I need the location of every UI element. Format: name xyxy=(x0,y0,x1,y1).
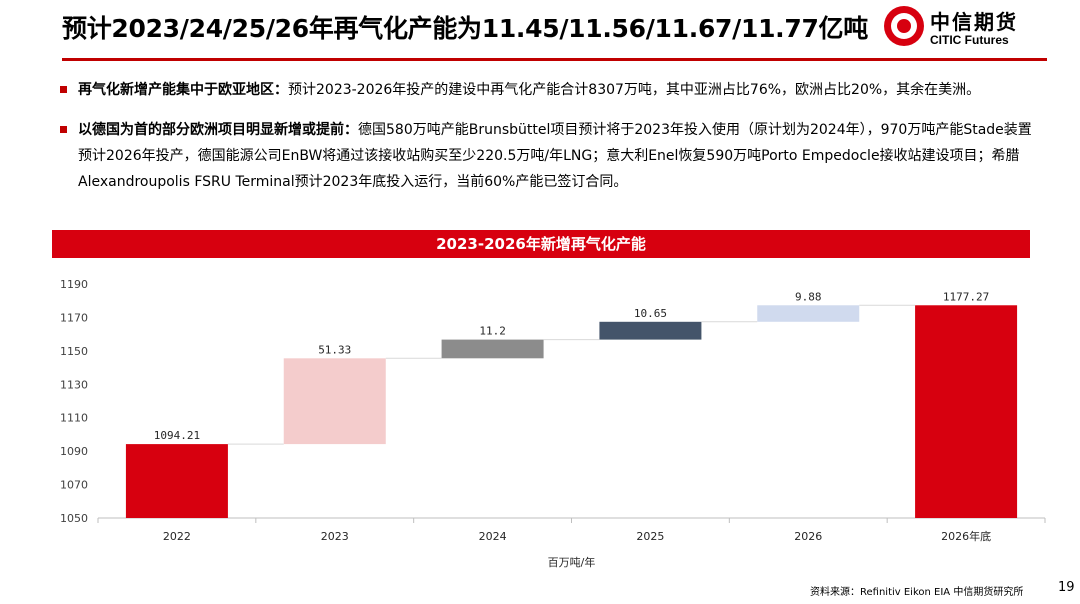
x-tick-label: 2023 xyxy=(321,530,349,543)
bar-value-label: 11.2 xyxy=(479,325,506,338)
bar-value-label: 1177.27 xyxy=(943,290,989,303)
page-number: 19 xyxy=(1058,580,1075,595)
bullet-text: 德国580万吨产能Brunsbüttel项目预计将于2023年投入使用（原计划为… xyxy=(78,122,1032,190)
y-tick-label: 1050 xyxy=(60,512,88,525)
waterfall-chart: 1050 1070 1090 1110 1130 1150 1170 1190 1094.21 2… xyxy=(60,278,1046,569)
bar-value-label: 9.88 xyxy=(795,290,822,303)
y-tick-label: 1170 xyxy=(60,311,88,324)
company-logo: 中信期货 CITIC Futures xyxy=(884,6,1074,50)
bullet-item-2: 以德国为首的部分欧洲项目明显新增或提前：德国580万吨产能Brunsbüttel… xyxy=(60,117,1045,195)
bullet-list: 再气化新增产能集中于欧亚地区：预计2023-2026年投产的建设中再气化产能合计… xyxy=(60,77,1045,209)
waterfall-bar xyxy=(757,305,860,322)
waterfall-bar xyxy=(283,358,386,445)
bullet-text: 预计2023-2026年投产的建设中再气化产能合计8307万吨，其中亚洲占比76… xyxy=(288,82,981,98)
y-tick-label: 1130 xyxy=(60,378,88,391)
y-tick-label: 1110 xyxy=(60,412,88,425)
x-tick-label: 2025 xyxy=(636,530,664,543)
bar-value-label: 51.33 xyxy=(318,343,351,356)
bar-value-label: 10.65 xyxy=(634,307,667,320)
x-axis-label: 百万吨/年 xyxy=(548,555,596,569)
waterfall-bar xyxy=(125,444,228,518)
page-title: 预计2023/24/25/26年再气化产能为11.45/11.56/11.67/… xyxy=(62,14,868,43)
waterfall-bar xyxy=(599,321,702,340)
logo-text-cn: 中信期货 xyxy=(930,10,1018,34)
bullet-item-1: 再气化新增产能集中于欧亚地区：预计2023-2026年投产的建设中再气化产能合计… xyxy=(60,77,1045,103)
y-tick-label: 1150 xyxy=(60,345,88,358)
source-note: 资料来源：Refinitiv Eikon EIA 中信期货研究所 xyxy=(810,587,1024,598)
chart-title: 2023-2026年新增再气化产能 xyxy=(52,230,1030,258)
title-divider xyxy=(62,58,1047,61)
x-tick-label: 2026 xyxy=(794,530,822,543)
bullet-heading: 再气化新增产能集中于欧亚地区： xyxy=(78,82,288,98)
bar-value-label: 1094.21 xyxy=(154,429,200,442)
y-tick-label: 1090 xyxy=(60,445,88,458)
waterfall-bar xyxy=(441,339,544,359)
bullet-square-icon xyxy=(60,86,67,93)
logo-text-en: CITIC Futures xyxy=(930,33,1009,47)
bullet-heading: 以德国为首的部分欧洲项目明显新增或提前： xyxy=(78,122,358,138)
y-tick-label: 1190 xyxy=(60,278,88,291)
x-tick-label: 2022 xyxy=(163,530,191,543)
x-tick-label: 2026年底 xyxy=(941,529,991,543)
waterfall-bar xyxy=(915,305,1018,518)
bullet-square-icon xyxy=(60,126,67,133)
citic-logo-icon xyxy=(884,6,924,46)
y-tick-label: 1070 xyxy=(60,479,88,492)
x-tick-label: 2024 xyxy=(479,530,507,543)
